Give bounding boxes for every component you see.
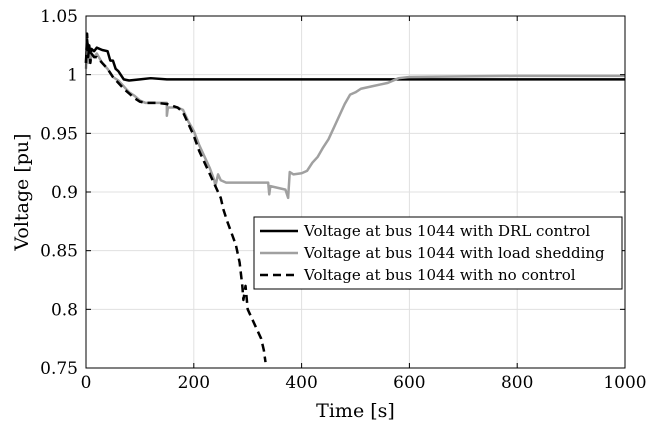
x-axis-title: Time [s] bbox=[316, 400, 395, 422]
x-tick-label: 0 bbox=[81, 373, 92, 393]
x-tick-label: 400 bbox=[285, 373, 317, 393]
tick-layer bbox=[85, 15, 626, 369]
x-tick-label: 1000 bbox=[603, 373, 646, 393]
y-tick-label: 1 bbox=[67, 66, 78, 86]
legend-label-3: Voltage at bus 1044 with no control bbox=[303, 266, 576, 284]
legend: Voltage at bus 1044 with DRL control Volt… bbox=[253, 216, 623, 290]
legend-label-2: Voltage at bus 1044 with load shedding bbox=[303, 244, 605, 262]
x-tick-label: 600 bbox=[393, 373, 425, 393]
legend-box bbox=[253, 216, 623, 290]
y-tick-label: 1.05 bbox=[40, 7, 78, 27]
series-layer bbox=[84, 32, 625, 363]
label-layer: 0 200 400 600 800 1000 0.75 0.8 0.85 0.9 0.95 1 1.05 bbox=[40, 7, 646, 393]
y-tick-label: 0.75 bbox=[40, 359, 78, 379]
y-axis-title: Voltage [pu] bbox=[11, 133, 33, 251]
y-tick-label: 0.95 bbox=[40, 124, 78, 144]
legend-label-1: Voltage at bus 1044 with DRL control bbox=[303, 222, 590, 240]
series-line-3 bbox=[84, 32, 267, 363]
y-tick-label: 0.8 bbox=[51, 300, 78, 320]
y-tick-label: 0.9 bbox=[51, 183, 78, 203]
y-tick-label: 0.85 bbox=[40, 242, 78, 262]
grid-layer bbox=[85, 15, 626, 369]
x-tick-label: 800 bbox=[501, 373, 533, 393]
series-line-2 bbox=[84, 44, 625, 200]
x-tick-label: 200 bbox=[178, 373, 210, 393]
